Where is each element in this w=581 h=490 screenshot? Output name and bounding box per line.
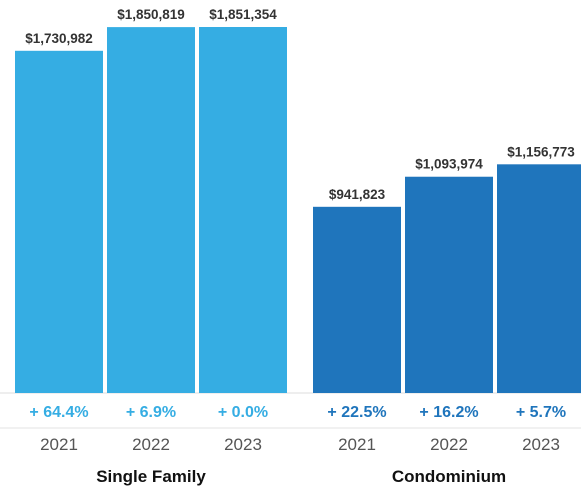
bar (15, 50, 103, 393)
bar-value-label: $1,851,354 (209, 7, 277, 22)
bar (107, 27, 195, 393)
bar (199, 27, 287, 393)
group-label: Single Family (96, 467, 206, 486)
change-percent-label: + 16.2% (419, 404, 478, 421)
change-percent-label: + 0.0% (218, 404, 268, 421)
bar-value-label: $1,093,974 (415, 157, 483, 172)
bar (497, 164, 581, 393)
bar-value-label: $1,730,982 (25, 31, 93, 46)
bar (313, 206, 401, 393)
change-percent-label: + 22.5% (327, 404, 386, 421)
year-tick-label: 2021 (40, 435, 78, 454)
year-tick-label: 2021 (338, 435, 376, 454)
change-percent-label: + 5.7% (516, 404, 566, 421)
year-tick-label: 2023 (522, 435, 560, 454)
bar-value-label: $1,156,773 (507, 144, 575, 159)
year-tick-label: 2022 (132, 435, 170, 454)
group-label: Condominium (392, 467, 506, 486)
year-tick-label: 2023 (224, 435, 262, 454)
change-percent-label: + 6.9% (126, 404, 176, 421)
year-tick-label: 2022 (430, 435, 468, 454)
change-percent-label: + 64.4% (29, 404, 88, 421)
bar-value-label: $1,850,819 (117, 7, 185, 22)
bar (405, 176, 493, 393)
bar-value-label: $941,823 (329, 187, 386, 202)
